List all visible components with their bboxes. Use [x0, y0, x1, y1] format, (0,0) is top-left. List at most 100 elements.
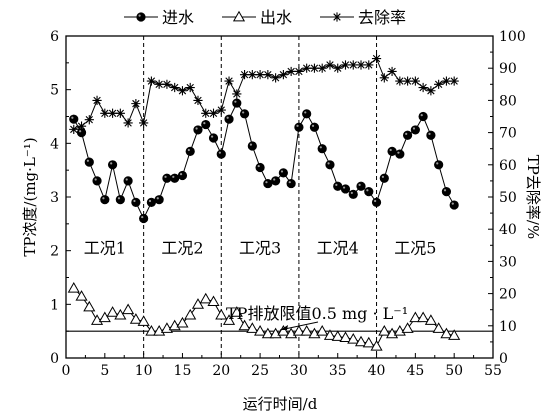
- marker-star: [426, 86, 436, 96]
- marker-star: [418, 82, 428, 93]
- marker-open-triangle: [215, 308, 228, 320]
- marker-star: [371, 53, 382, 64]
- marker-highlight: [138, 14, 141, 17]
- axes: [65, 35, 494, 359]
- marker-star: [100, 108, 110, 118]
- marker-filled-circle: [278, 168, 288, 178]
- marker-star: [348, 60, 358, 70]
- tick-labels: 0 5 10 15 20 25 30 35 40 45 50 55012345601020304050…: [50, 29, 526, 379]
- marker-highlight: [428, 132, 431, 135]
- marker-highlight: [405, 132, 408, 135]
- marker-highlight: [265, 181, 268, 184]
- marker-highlight: [156, 197, 159, 200]
- marker-filled-circle: [371, 197, 382, 207]
- marker-highlight: [358, 183, 361, 186]
- marker-filled-circle: [224, 114, 234, 124]
- marker-star: [201, 108, 211, 118]
- marker-open-triangle: [261, 327, 274, 339]
- marker-highlight: [187, 148, 190, 152]
- legend: 进水 出水 去除率: [124, 8, 406, 27]
- marker-star: [170, 82, 180, 93]
- marker-highlight: [110, 162, 113, 165]
- phase-labels: 工况1 工况2 工况3 工况4 工况5: [84, 238, 437, 257]
- marker-open-triangle: [238, 319, 251, 331]
- marker-open-triangle: [83, 300, 96, 312]
- y-right-tick-label: 0: [499, 351, 508, 367]
- marker-star: [332, 12, 342, 22]
- marker-highlight: [242, 111, 245, 114]
- marker-star: [139, 118, 149, 128]
- marker-open-triangle: [207, 295, 220, 307]
- marker-star: [216, 105, 226, 115]
- legend-item: 去除率: [320, 8, 406, 27]
- x-tick-label: 55: [484, 363, 502, 379]
- y-right-tick-label: 100: [499, 29, 526, 45]
- legend-item: 进水: [124, 8, 194, 27]
- marker-filled-circle: [333, 181, 343, 191]
- marker-highlight: [311, 124, 315, 127]
- marker-star: [247, 70, 257, 80]
- marker-star: [340, 60, 351, 70]
- marker-star: [115, 108, 125, 118]
- marker-star: [325, 60, 335, 70]
- series-line: [73, 57, 455, 130]
- y-left-tick-label: 1: [50, 297, 59, 313]
- marker-open-triangle: [137, 315, 150, 326]
- x-tick-label: 25: [251, 363, 269, 379]
- marker-open-triangle: [191, 298, 205, 309]
- legend-label: 去除率: [358, 8, 406, 27]
- marker-filled-circle: [115, 195, 125, 205]
- marker-open-triangle: [67, 282, 80, 293]
- x-tick-label: 0: [62, 363, 71, 379]
- phase-label: 工况5: [394, 238, 436, 257]
- x-tick-label: 20: [212, 363, 230, 379]
- y-right-tick-label: 80: [499, 93, 517, 109]
- marker-open-triangle: [145, 324, 158, 336]
- marker-open-triangle: [316, 324, 329, 336]
- marker-highlight: [226, 116, 229, 119]
- marker-open-triangle: [75, 290, 88, 301]
- marker-star: [434, 79, 444, 89]
- marker-filled-circle: [208, 133, 219, 143]
- marker-filled-circle: [162, 173, 172, 183]
- marker-highlight: [71, 116, 74, 119]
- phase-dividers: [143, 36, 378, 358]
- marker-filled-circle: [263, 178, 273, 189]
- marker-open-triangle: [331, 330, 344, 341]
- y-left-tick-label: 4: [50, 136, 59, 152]
- marker-star: [364, 60, 374, 70]
- marker-highlight: [374, 199, 377, 203]
- marker-highlight: [203, 122, 206, 125]
- marker-star: [92, 95, 102, 105]
- marker-star: [356, 60, 366, 70]
- marker-star: [224, 76, 234, 86]
- marker-open-triangle: [292, 324, 305, 336]
- marker-open-triangle: [122, 303, 135, 315]
- y-right-tick-label: 10: [499, 319, 517, 335]
- marker-filled-circle: [395, 149, 405, 159]
- marker-highlight: [381, 175, 385, 178]
- marker-highlight: [436, 162, 439, 165]
- marker-open-triangle: [370, 339, 383, 351]
- marker-highlight: [412, 127, 416, 130]
- marker-star: [208, 108, 219, 118]
- marker-open-triangle: [362, 336, 375, 348]
- marker-star: [76, 121, 87, 131]
- marker-highlight: [195, 127, 198, 130]
- phase-label: 工况4: [317, 238, 359, 257]
- marker-highlight: [296, 124, 299, 127]
- marker-open-triangle: [114, 308, 127, 320]
- marker-filled-circle: [356, 181, 366, 191]
- legend-item: 出水: [222, 8, 292, 27]
- marker-filled-circle: [317, 144, 327, 154]
- x-tick-label: 50: [445, 363, 463, 379]
- marker-star: [302, 63, 312, 73]
- marker-star: [84, 115, 94, 125]
- marker-filled-circle: [340, 184, 351, 194]
- marker-star: [263, 70, 273, 80]
- marker-filled-circle: [131, 197, 141, 207]
- marker-star: [123, 118, 133, 128]
- marker-highlight: [451, 202, 454, 205]
- marker-highlight: [211, 135, 214, 138]
